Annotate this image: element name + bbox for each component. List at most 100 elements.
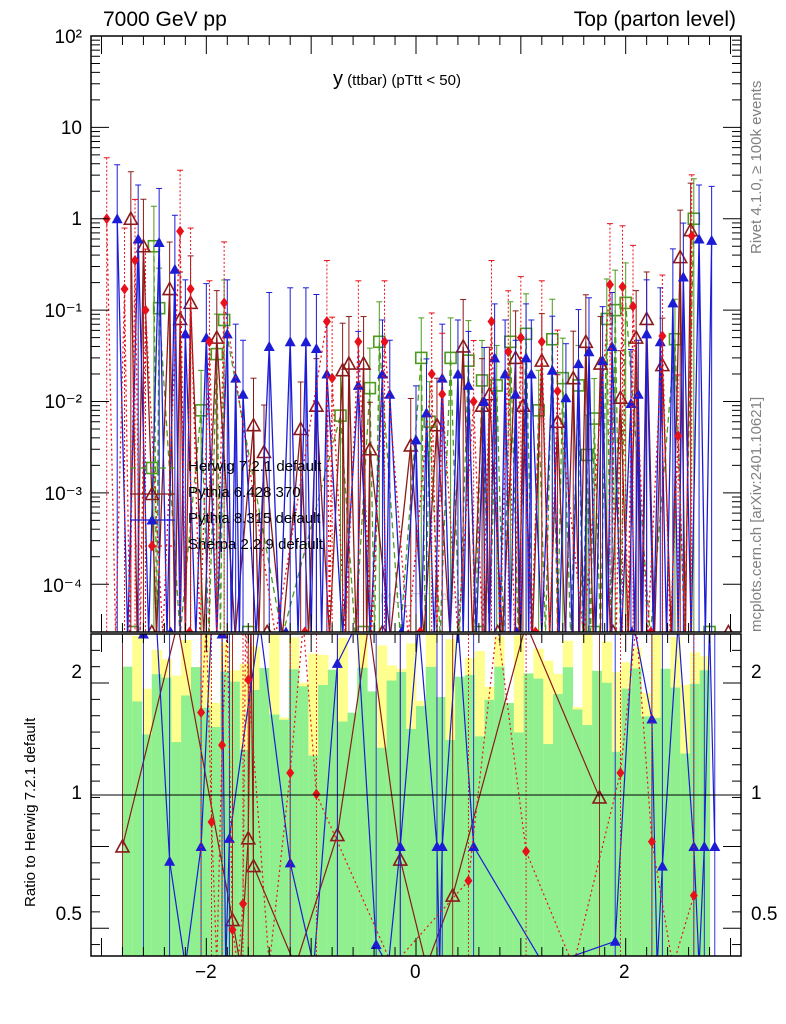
floor-point — [513, 626, 520, 632]
legend-herwig: Herwig 7.2.1 default — [188, 458, 322, 475]
data-point — [179, 328, 191, 339]
y-tick-label: 1 — [71, 209, 82, 230]
ratio-band-inner — [455, 676, 466, 956]
legend-marker — [148, 540, 156, 552]
floor-point — [300, 626, 309, 632]
data-point — [520, 352, 532, 363]
data-point — [208, 329, 225, 344]
data-point — [310, 343, 322, 354]
floor-point — [126, 625, 140, 632]
ratio-band-inner — [582, 725, 593, 956]
ratio-band-inner — [523, 673, 534, 956]
data-point — [632, 388, 644, 399]
ratio-band-inner — [474, 736, 485, 956]
data-point — [641, 328, 653, 339]
data-point — [402, 437, 419, 452]
floor-point — [185, 626, 194, 632]
data-point — [111, 213, 123, 224]
data-point — [667, 297, 679, 308]
ratio-y-tick-label: 2 — [71, 662, 82, 683]
main-series-layer — [102, 157, 733, 632]
ratio-band-inner — [259, 668, 270, 956]
ratio-band-inner — [279, 719, 290, 956]
ratio-band-inner — [425, 666, 437, 956]
y-tick-label: 10⁻⁴ — [42, 576, 82, 597]
data-point — [677, 271, 689, 282]
floor-point — [167, 626, 174, 632]
ratio-point — [647, 836, 656, 848]
plot-title-main: y — [333, 68, 343, 90]
ratio-point — [331, 657, 343, 668]
rivet-version-label: Rivet 4.1.0, ≥ 100k events — [748, 80, 765, 254]
data-point — [135, 238, 152, 253]
ratio-y-tick-label-right: 2 — [751, 662, 762, 683]
ratio-point — [609, 935, 621, 946]
floor-point — [416, 626, 425, 632]
ratio-band-inner — [533, 678, 544, 956]
ratio-band-inner — [631, 668, 642, 956]
data-point — [654, 336, 666, 347]
ratio-point — [464, 875, 473, 887]
legend-marker — [145, 461, 159, 475]
ratio-band-inner — [142, 734, 153, 956]
ratio-point — [312, 788, 321, 800]
data-point — [693, 233, 705, 244]
data-point — [132, 233, 144, 244]
ratio-point — [244, 674, 253, 686]
data-point — [674, 430, 683, 442]
data-point — [355, 355, 372, 370]
ratio-band-inner — [504, 703, 515, 956]
data-point — [546, 364, 558, 375]
ratio-band-inner — [269, 714, 280, 956]
ratio-band-inner — [621, 688, 632, 956]
ratio-band-inner — [171, 742, 182, 956]
x-tick-label: −2 — [195, 962, 217, 983]
ratio-band-inner — [347, 712, 358, 956]
data-point — [516, 332, 525, 344]
data-point — [489, 352, 501, 363]
data-point — [384, 388, 396, 399]
data-point — [625, 398, 637, 409]
ratio-band-inner — [327, 669, 339, 956]
ratio-band-inner — [650, 717, 662, 956]
data-point — [420, 407, 432, 418]
ratio-band-inner — [386, 680, 397, 956]
data-point — [322, 316, 331, 328]
ratio-line — [121, 634, 601, 956]
ratio-band-inner — [151, 674, 163, 956]
data-point — [120, 283, 129, 295]
ratio-band-inner — [132, 701, 143, 956]
data-point — [328, 372, 337, 384]
ratio-point — [286, 767, 295, 779]
ratio-band-inner — [562, 667, 574, 956]
data-point — [427, 368, 436, 380]
ratio-point — [468, 840, 480, 851]
data-point — [169, 263, 181, 274]
data-point — [341, 355, 357, 370]
data-point — [597, 355, 609, 366]
data-point — [284, 336, 296, 347]
legend-sherpa: Sherpa 2.2.9 default — [188, 536, 324, 553]
ratio-point — [370, 939, 382, 950]
ratio-band-inner — [357, 667, 368, 956]
series-3 — [102, 157, 696, 632]
ratio-band-inner — [494, 666, 505, 956]
ratio-y-tick-label: 1 — [71, 783, 82, 804]
series-line — [116, 218, 713, 632]
data-point — [462, 379, 474, 390]
legend-marker — [144, 485, 160, 501]
ratio-band-inner — [416, 706, 427, 956]
data-point — [573, 358, 584, 369]
data-point — [658, 330, 667, 342]
data-point — [619, 296, 632, 310]
ratio-band-inner — [376, 747, 388, 956]
ratio-point — [709, 840, 721, 851]
floor-point — [587, 625, 601, 632]
ratio-band-inner — [445, 740, 456, 956]
ratio-band-inner — [513, 732, 525, 956]
ratio-point — [197, 706, 206, 718]
data-point — [380, 336, 389, 348]
data-point — [478, 395, 490, 406]
ratio-uncertainty-bands — [122, 634, 711, 956]
